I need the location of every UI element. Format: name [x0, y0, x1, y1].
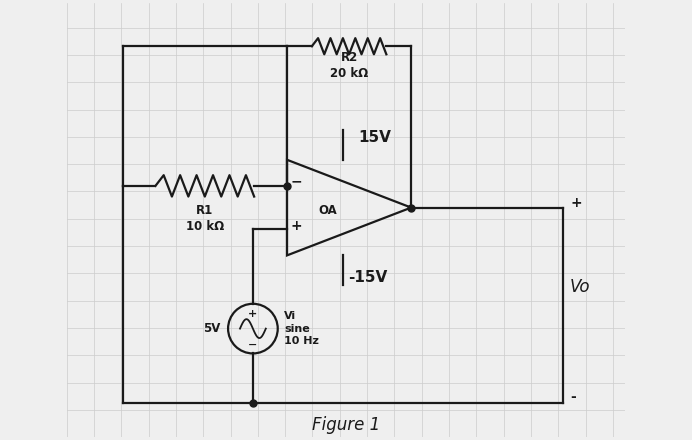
Text: 15V: 15V: [358, 130, 391, 145]
Text: Vi
sine
10 Hz: Vi sine 10 Hz: [284, 311, 319, 346]
Text: +: +: [291, 219, 302, 233]
Text: −: −: [291, 174, 302, 188]
Text: -: -: [571, 390, 576, 404]
Text: Figure 1: Figure 1: [312, 416, 380, 434]
Text: Vo: Vo: [570, 278, 590, 296]
Text: +: +: [571, 196, 582, 209]
Text: OA: OA: [318, 204, 337, 217]
Text: R2
20 kΩ: R2 20 kΩ: [330, 51, 368, 80]
Text: +: +: [248, 309, 257, 319]
Text: -15V: -15V: [348, 270, 387, 285]
Text: 5V: 5V: [203, 322, 221, 335]
Text: R1
10 kΩ: R1 10 kΩ: [185, 205, 224, 234]
Text: −: −: [248, 340, 257, 350]
